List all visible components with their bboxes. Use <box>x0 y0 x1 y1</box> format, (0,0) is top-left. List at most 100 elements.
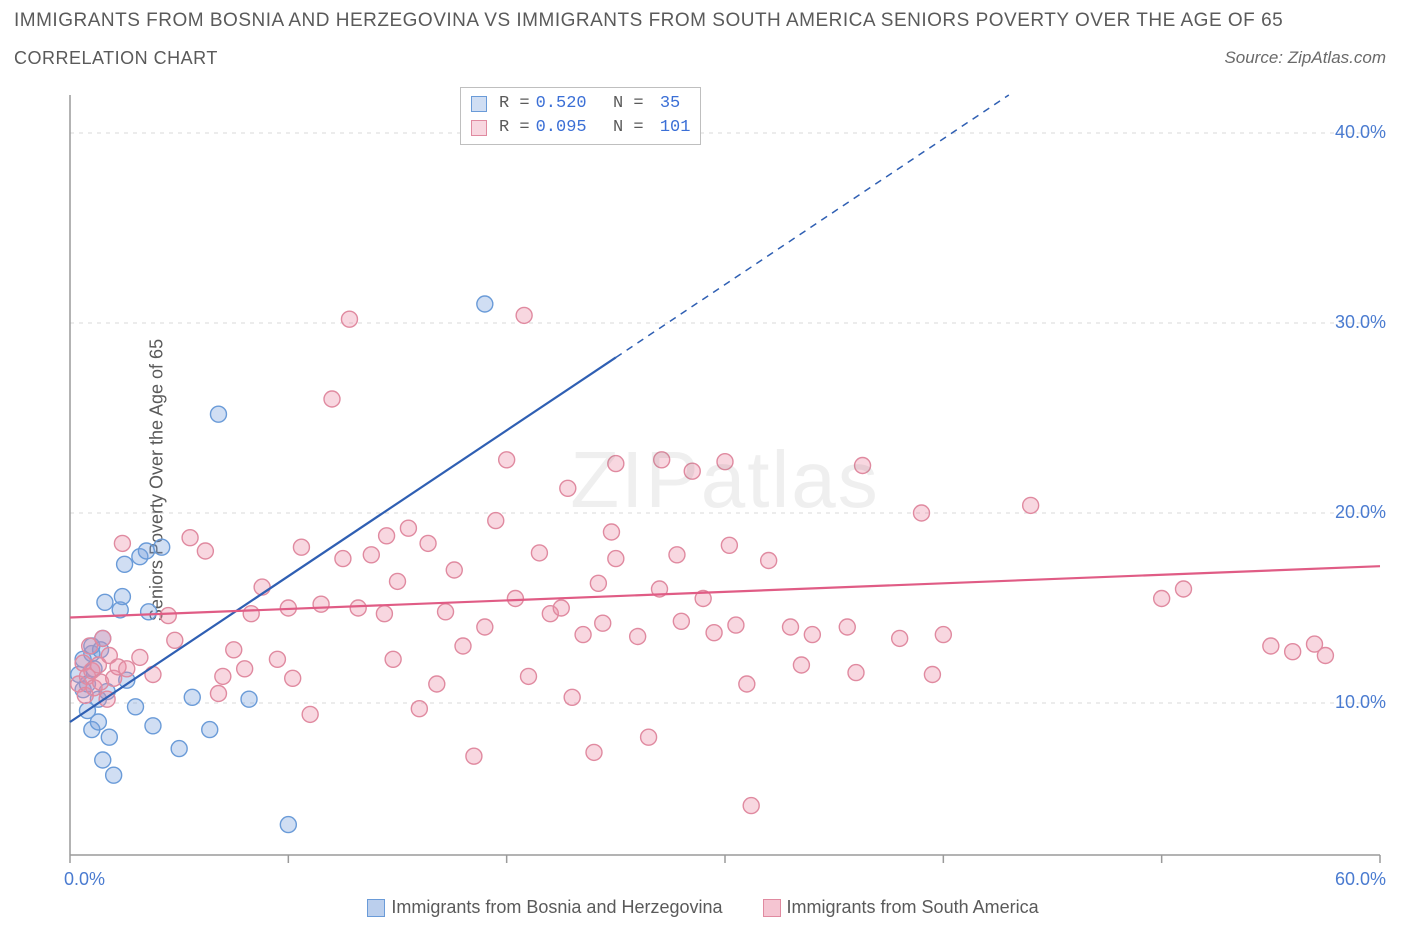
y-tick-label: 10.0% <box>1335 692 1386 713</box>
scatter-point <box>385 651 401 667</box>
scatter-point <box>210 686 226 702</box>
legend-item: Immigrants from South America <box>763 897 1039 918</box>
scatter-point <box>669 547 685 563</box>
scatter-point <box>95 630 111 646</box>
scatter-point <box>182 530 198 546</box>
scatter-point <box>488 513 504 529</box>
scatter-point <box>160 608 176 624</box>
scatter-point <box>608 456 624 472</box>
scatter-point <box>429 676 445 692</box>
scatter-point <box>390 573 406 589</box>
scatter-point <box>237 661 253 677</box>
scatter-point <box>1317 648 1333 664</box>
scatter-point <box>145 718 161 734</box>
legend-swatch <box>367 899 385 917</box>
scatter-point <box>564 689 580 705</box>
scatter-point <box>241 691 257 707</box>
chart-subtitle: CORRELATION CHART <box>14 48 218 69</box>
stat-r-label: R = <box>499 92 530 116</box>
scatter-point <box>376 606 392 622</box>
scatter-point <box>499 452 515 468</box>
scatter-point <box>673 613 689 629</box>
scatter-point <box>313 596 329 612</box>
scatter-point <box>379 528 395 544</box>
chart-title: IMMIGRANTS FROM BOSNIA AND HERZEGOVINA V… <box>14 10 1283 32</box>
scatter-point <box>839 619 855 635</box>
scatter-point <box>706 625 722 641</box>
scatter-point <box>721 537 737 553</box>
scatter-point <box>654 452 670 468</box>
scatter-point <box>1154 591 1170 607</box>
scatter-point <box>280 817 296 833</box>
scatter-point <box>739 676 755 692</box>
stat-r-value: 0.095 <box>536 116 587 140</box>
scatter-point <box>197 543 213 559</box>
scatter-point <box>411 701 427 717</box>
scatter-point <box>455 638 471 654</box>
scatter-point <box>293 539 309 555</box>
stat-r-label: R = <box>499 116 530 140</box>
scatter-point <box>420 535 436 551</box>
scatter-point <box>243 606 259 622</box>
scatter-point <box>630 629 646 645</box>
scatter-point <box>553 600 569 616</box>
scatter-point <box>783 619 799 635</box>
stat-n-label: N = <box>593 92 644 116</box>
scatter-point <box>132 649 148 665</box>
scatter-point <box>95 752 111 768</box>
stats-row: R = 0.520 N = 35 <box>471 92 690 116</box>
scatter-point <box>167 632 183 648</box>
scatter-point <box>128 699 144 715</box>
scatter-point <box>202 722 218 738</box>
legend-label: Immigrants from South America <box>787 897 1039 917</box>
y-tick-label: 20.0% <box>1335 502 1386 523</box>
scatter-point <box>117 556 133 572</box>
scatter-point <box>269 651 285 667</box>
scatter-point <box>350 600 366 616</box>
scatter-point <box>114 535 130 551</box>
scatter-point <box>210 406 226 422</box>
scatter-point <box>521 668 537 684</box>
scatter-point <box>324 391 340 407</box>
scatter-point <box>145 667 161 683</box>
scatter-point <box>114 589 130 605</box>
source-label: Source: ZipAtlas.com <box>1224 48 1386 68</box>
scatter-point <box>590 575 606 591</box>
stat-n-value: 35 <box>650 92 681 116</box>
scatter-svg <box>60 85 1390 875</box>
scatter-point <box>892 630 908 646</box>
scatter-point <box>914 505 930 521</box>
scatter-point <box>924 667 940 683</box>
scatter-point <box>1023 497 1039 513</box>
scatter-point <box>603 524 619 540</box>
legend-label: Immigrants from Bosnia and Herzegovina <box>391 897 722 917</box>
x-tick-label: 60.0% <box>1335 869 1386 890</box>
scatter-point <box>90 714 106 730</box>
scatter-point <box>341 311 357 327</box>
scatter-point <box>119 661 135 677</box>
bottom-legend: Immigrants from Bosnia and Herzegovina Im… <box>0 897 1406 918</box>
scatter-point <box>595 615 611 631</box>
scatter-point <box>335 551 351 567</box>
scatter-point <box>171 741 187 757</box>
scatter-point <box>516 307 532 323</box>
scatter-point <box>285 670 301 686</box>
scatter-point <box>226 642 242 658</box>
scatter-point <box>531 545 547 561</box>
stats-legend-box: R = 0.520 N = 35R = 0.095 N = 101 <box>460 87 701 145</box>
scatter-point <box>728 617 744 633</box>
scatter-point <box>400 520 416 536</box>
x-tick-label: 0.0% <box>64 869 105 890</box>
scatter-point <box>438 604 454 620</box>
scatter-point <box>684 463 700 479</box>
stats-row: R = 0.095 N = 101 <box>471 116 690 140</box>
scatter-point <box>793 657 809 673</box>
stat-r-value: 0.520 <box>536 92 587 116</box>
scatter-point <box>106 767 122 783</box>
scatter-point <box>477 619 493 635</box>
y-tick-label: 30.0% <box>1335 312 1386 333</box>
scatter-point <box>97 594 113 610</box>
scatter-point <box>608 551 624 567</box>
y-tick-label: 40.0% <box>1335 122 1386 143</box>
plot-area: ZIPatlas R = 0.520 N = 35R = 0.095 N = 1… <box>60 85 1390 875</box>
